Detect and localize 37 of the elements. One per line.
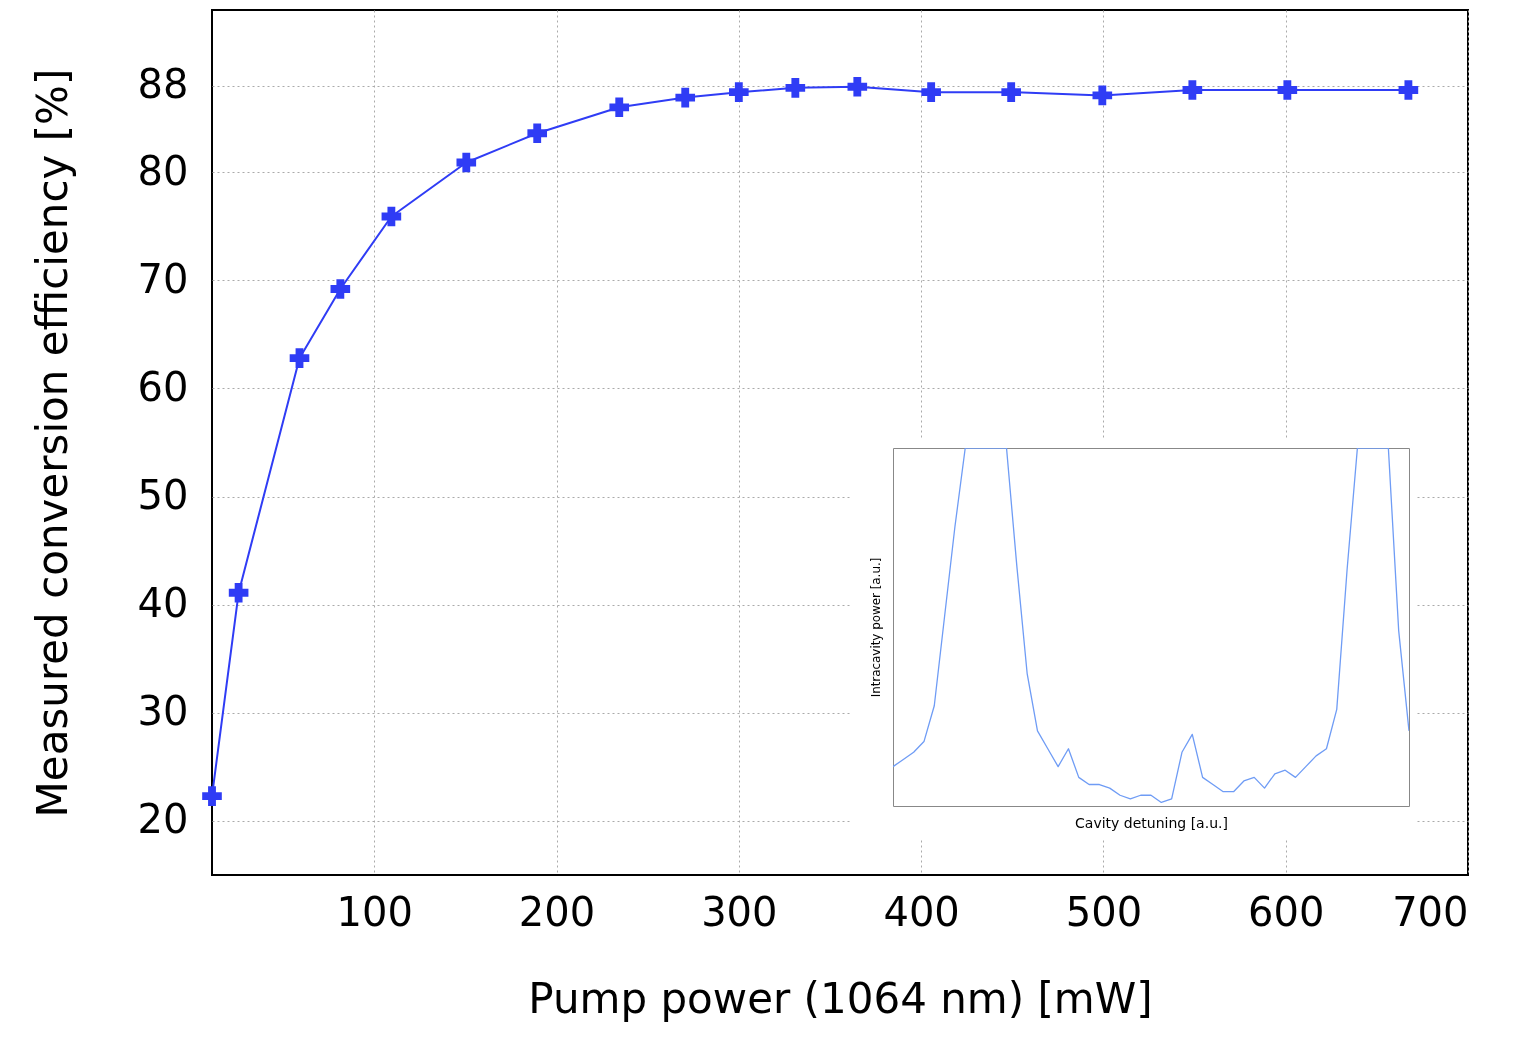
y-axis-title: Intracavity power [a.u.] bbox=[868, 557, 883, 698]
point bbox=[202, 786, 222, 806]
point bbox=[609, 97, 630, 118]
point bbox=[921, 82, 941, 102]
y-tick-label: 30 bbox=[137, 688, 189, 735]
point bbox=[1182, 80, 1203, 100]
x-tick-label: 600 bbox=[1248, 888, 1325, 935]
point bbox=[330, 279, 351, 299]
y-tick-label: 60 bbox=[137, 363, 189, 410]
x-tick-label: 300 bbox=[701, 888, 778, 935]
point bbox=[1398, 80, 1419, 100]
point bbox=[675, 87, 696, 108]
x-axis-title: Cavity detuning [a.u.] bbox=[1075, 814, 1228, 831]
x-tick-label: 500 bbox=[1065, 888, 1143, 935]
x-tick-label: 200 bbox=[518, 888, 596, 935]
point bbox=[456, 152, 477, 173]
point bbox=[729, 82, 749, 102]
x-tick-label: 100 bbox=[336, 888, 413, 935]
point bbox=[289, 348, 310, 368]
point bbox=[381, 206, 402, 227]
point bbox=[1092, 85, 1113, 106]
y-tick-label: 70 bbox=[137, 255, 189, 302]
y-tick-label: 88 bbox=[137, 61, 189, 108]
point bbox=[228, 582, 249, 603]
point bbox=[527, 123, 548, 144]
y-tick-label: 20 bbox=[137, 796, 189, 843]
x-tick-label: 400 bbox=[883, 888, 960, 935]
point bbox=[1001, 82, 1021, 102]
y-tick-label: 50 bbox=[137, 472, 189, 519]
y-tick-label: 40 bbox=[137, 580, 189, 627]
point bbox=[1277, 80, 1298, 100]
x-axis-title: Pump power (1064 nm) [mW] bbox=[528, 973, 1153, 1023]
x-tick-label: 700 bbox=[1392, 888, 1469, 935]
y-tick-label: 80 bbox=[137, 147, 189, 194]
y-axis-title: Measured conversion efficiency [%] bbox=[27, 68, 77, 818]
point bbox=[847, 76, 868, 97]
point bbox=[785, 78, 806, 98]
